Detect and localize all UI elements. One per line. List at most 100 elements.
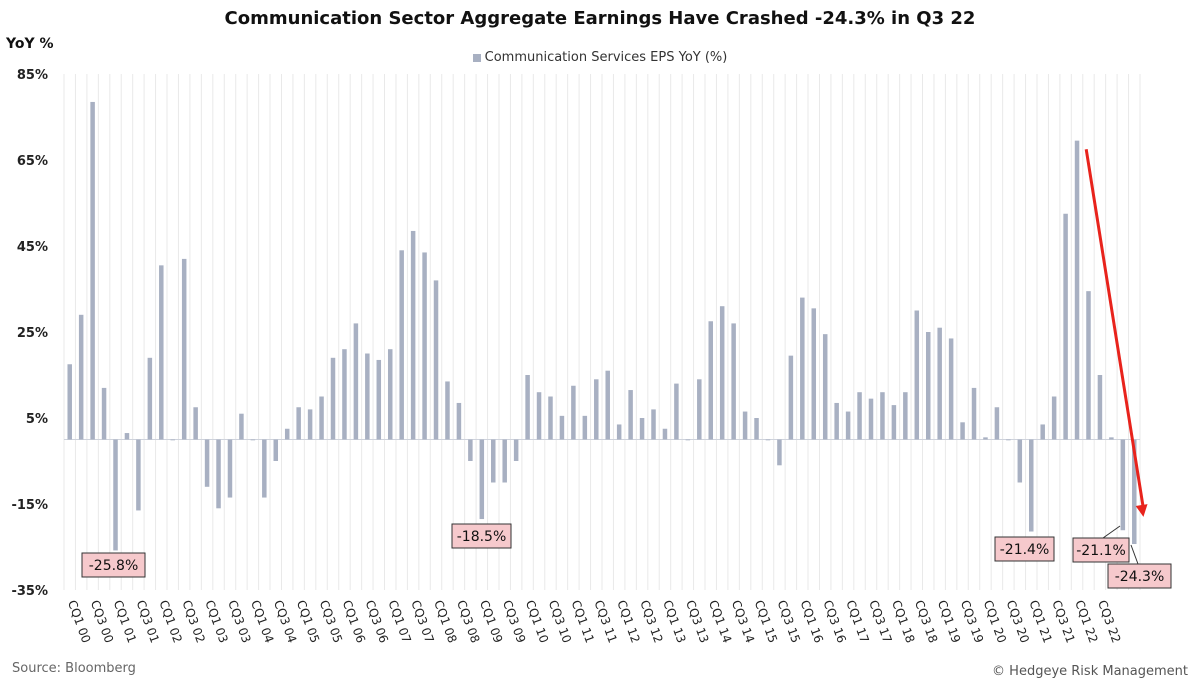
bar — [1097, 375, 1103, 440]
bar — [708, 321, 713, 440]
legend-swatch — [472, 53, 481, 62]
y-tick-label: 85% — [17, 68, 48, 83]
bar — [845, 411, 851, 440]
bar — [548, 396, 553, 440]
bar — [605, 370, 610, 440]
bars — [67, 101, 1137, 551]
trend-arrow — [1084, 149, 1145, 510]
callout-label: -24.3% — [1115, 569, 1165, 585]
bar — [822, 334, 828, 440]
bar — [90, 101, 95, 440]
bar — [101, 387, 107, 440]
bar — [571, 385, 576, 440]
bar — [1040, 424, 1045, 440]
bar — [113, 439, 118, 551]
callout-box — [994, 536, 1055, 562]
bar — [1120, 439, 1126, 531]
bar — [582, 415, 588, 440]
bar — [170, 439, 175, 441]
bar — [147, 357, 153, 440]
bar — [387, 349, 393, 440]
bar — [937, 327, 942, 440]
bar — [445, 381, 450, 440]
callout-box — [1072, 537, 1130, 563]
callout-leader — [1130, 544, 1139, 565]
bar — [788, 355, 794, 440]
bar — [1029, 439, 1034, 532]
bar — [674, 383, 679, 440]
bar — [296, 407, 301, 440]
bar — [1074, 140, 1080, 440]
bar — [616, 424, 622, 440]
bar — [342, 349, 347, 440]
callout-label: -25.8% — [89, 558, 139, 574]
y-tick-label: 25% — [17, 326, 48, 341]
bar — [662, 428, 668, 440]
bar — [67, 364, 72, 440]
bar — [502, 439, 507, 483]
bar — [456, 402, 462, 440]
bar — [536, 392, 542, 440]
legend-label: Communication Services EPS YoY (%) — [484, 50, 728, 65]
bar — [834, 402, 839, 440]
bar — [754, 418, 759, 440]
bar — [651, 409, 656, 440]
bar — [216, 439, 221, 509]
bar — [136, 439, 141, 511]
bar — [685, 439, 691, 441]
bar — [124, 433, 130, 440]
bar — [433, 280, 439, 440]
bar — [239, 413, 244, 440]
bar — [1132, 439, 1137, 544]
bar — [273, 439, 279, 461]
callouts: -25.8% -18.5% -21.4% -21.1% -24.3% — [81, 523, 1172, 589]
bar — [777, 439, 782, 466]
bar — [491, 439, 496, 483]
source-note: Source: Bloomberg — [12, 661, 136, 676]
bar — [971, 387, 977, 440]
bar — [365, 353, 370, 440]
bar — [159, 265, 164, 440]
callout-label: -21.4% — [1000, 542, 1050, 558]
bar — [765, 439, 771, 441]
bar — [719, 306, 725, 440]
bar — [639, 418, 645, 440]
callout-label: -18.5% — [457, 529, 507, 545]
bar — [559, 415, 565, 440]
bar — [960, 422, 965, 440]
trend-arrow-group — [1084, 149, 1148, 517]
bar — [468, 439, 473, 461]
bar — [1006, 439, 1011, 441]
bar — [868, 398, 874, 440]
y-axis-ticks: 85% 65% 45% 25% 5% -15% -35% — [11, 68, 48, 599]
callout-label: -21.1% — [1076, 543, 1126, 559]
bar — [891, 405, 897, 440]
trend-arrow-head — [1135, 504, 1148, 517]
bar — [181, 258, 187, 440]
bar — [1086, 291, 1091, 440]
bar — [903, 392, 908, 440]
callout-leader — [1102, 525, 1121, 539]
bar — [376, 359, 382, 440]
bar — [330, 357, 336, 440]
bar — [983, 437, 988, 440]
bar — [994, 407, 1000, 440]
bar — [1063, 213, 1068, 440]
bar — [628, 390, 633, 440]
bar — [307, 409, 313, 440]
bar — [284, 428, 290, 440]
bar — [1017, 439, 1023, 483]
copyright-note: © Hedgeye Risk Management — [992, 664, 1188, 679]
bar — [880, 392, 885, 440]
bar — [422, 252, 427, 440]
bar — [204, 439, 210, 487]
bar — [1051, 396, 1057, 440]
bar — [914, 310, 920, 440]
bar — [479, 439, 485, 520]
y-tick-label: -15% — [11, 498, 48, 513]
bar — [250, 439, 256, 441]
y-axis-label: YoY % — [6, 36, 54, 52]
y-tick-label: -35% — [11, 584, 48, 599]
bar — [1109, 437, 1114, 440]
bar — [742, 411, 748, 440]
